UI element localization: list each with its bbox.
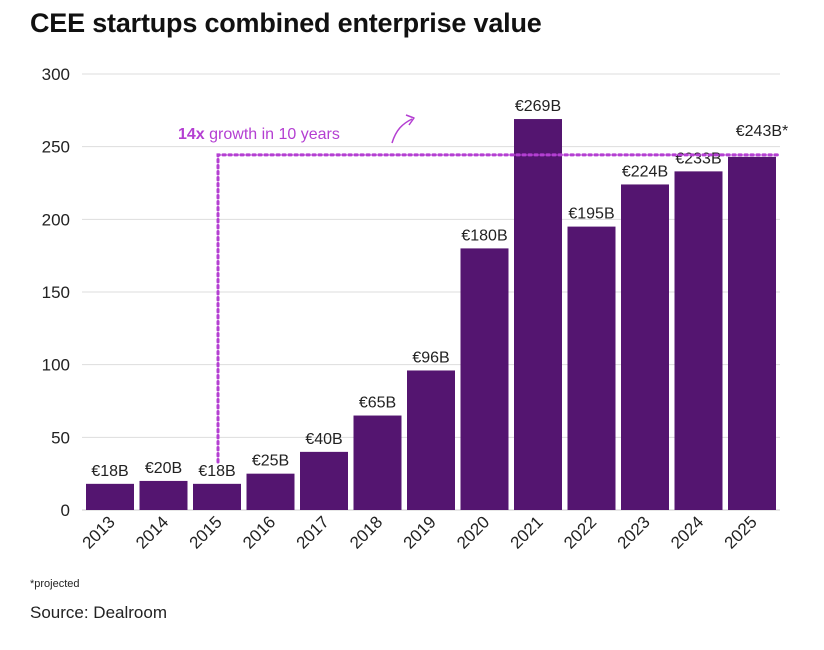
y-tick-label: 100 bbox=[42, 356, 70, 375]
bar-value-label: €65B bbox=[359, 395, 396, 412]
y-tick-label: 50 bbox=[51, 428, 70, 447]
growth-multiplier: 14x bbox=[178, 126, 205, 143]
source-credit: Source: Dealroom bbox=[30, 603, 168, 622]
bar bbox=[514, 119, 562, 510]
x-tick-label: 2015 bbox=[186, 512, 226, 552]
bar-value-label: €20B bbox=[145, 460, 182, 477]
x-tick-label: 2019 bbox=[400, 512, 440, 552]
bar bbox=[674, 171, 723, 510]
x-tick-label: 2016 bbox=[239, 512, 279, 552]
bar-value-label: €195B bbox=[568, 206, 614, 223]
chart-title: CEE startups combined enterprise value bbox=[30, 8, 542, 38]
y-tick-label: 0 bbox=[61, 501, 70, 520]
x-tick-label: 2021 bbox=[507, 512, 547, 552]
y-tick-label: 200 bbox=[42, 210, 70, 229]
bar-value-label: €18B bbox=[198, 463, 235, 480]
y-tick-label: 300 bbox=[42, 65, 70, 84]
bar-value-label: €224B bbox=[622, 163, 668, 180]
bar bbox=[300, 451, 348, 510]
x-tick-label: 2020 bbox=[453, 512, 493, 552]
bar-chart: 0 50 100 150 200 250 300 €18B 2013 €20B 2014 €18B 20… bbox=[42, 65, 789, 553]
bar-value-label: €243B* bbox=[736, 123, 789, 140]
growth-arrowhead-icon bbox=[405, 114, 415, 126]
bar-value-label: €25B bbox=[252, 453, 289, 470]
bar-value-label: €96B bbox=[412, 349, 449, 366]
x-tick-label: 2014 bbox=[132, 512, 172, 552]
y-tick-label: 250 bbox=[42, 138, 70, 157]
bar-value-label: €18B bbox=[91, 463, 128, 480]
bar bbox=[353, 415, 402, 510]
reference-dotted-line bbox=[216, 153, 782, 464]
x-tick-label: 2017 bbox=[293, 512, 333, 552]
bar bbox=[407, 370, 455, 510]
bar bbox=[139, 480, 188, 510]
x-tick-label: 2018 bbox=[346, 512, 386, 552]
x-tick-label: 2024 bbox=[667, 512, 707, 552]
bar bbox=[86, 483, 134, 510]
x-tick-label: 2023 bbox=[614, 512, 654, 552]
growth-text: growth in 10 years bbox=[205, 126, 340, 143]
bar bbox=[621, 184, 669, 510]
bar-value-label: €40B bbox=[305, 431, 342, 448]
x-tick-label: 2022 bbox=[560, 512, 600, 552]
bar-value-label: €233B bbox=[675, 150, 721, 167]
bar bbox=[728, 156, 776, 510]
bar bbox=[193, 483, 241, 510]
growth-annotation: 14x growth in 10 years bbox=[178, 126, 340, 143]
bar-value-label: €269B bbox=[515, 98, 561, 115]
footnote: *projected bbox=[30, 578, 80, 590]
bar bbox=[567, 226, 616, 510]
y-tick-label: 150 bbox=[42, 283, 70, 302]
bar bbox=[460, 248, 509, 510]
bar-value-label: €180B bbox=[461, 227, 507, 244]
bar bbox=[246, 473, 295, 510]
x-tick-label: 2013 bbox=[79, 512, 119, 552]
growth-arrow-icon bbox=[391, 118, 413, 144]
x-tick-label: 2025 bbox=[721, 512, 761, 552]
